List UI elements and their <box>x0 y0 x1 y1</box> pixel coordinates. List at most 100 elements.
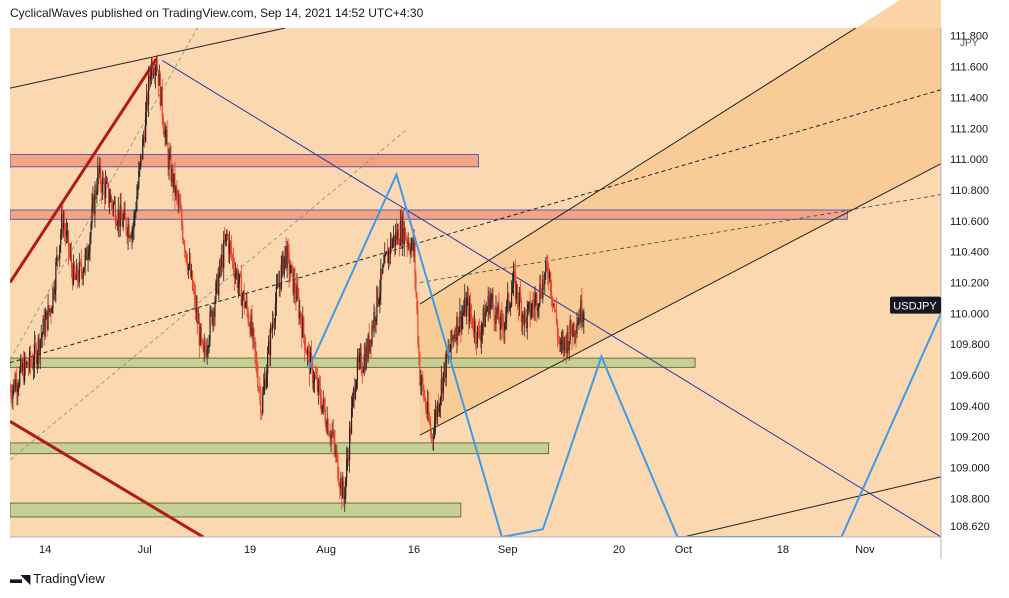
candle-body <box>106 181 109 184</box>
candle-body <box>534 298 536 308</box>
candle-body <box>273 321 276 324</box>
candle-body <box>380 268 382 293</box>
candle-body <box>62 213 64 229</box>
candle-body <box>456 316 458 341</box>
candle-body <box>68 251 71 254</box>
candle-body <box>46 311 48 330</box>
candle-body <box>181 210 183 226</box>
candle-body <box>54 289 56 295</box>
candle-body <box>497 304 499 315</box>
dashed-fan-line-lower[interactable] <box>10 127 409 461</box>
candle-body <box>378 299 380 305</box>
symbol-badge[interactable] <box>890 296 941 314</box>
candle-body <box>563 336 565 352</box>
y-tick-label: 110.600 <box>950 216 989 228</box>
candle-body <box>300 312 302 323</box>
candle-body <box>462 313 464 316</box>
candle-body <box>261 412 263 414</box>
candle-body <box>282 254 284 274</box>
candle-body <box>247 310 249 323</box>
candle-body <box>183 240 185 244</box>
candle-body <box>495 307 497 324</box>
candle-body <box>397 229 400 245</box>
candle-body <box>142 138 144 160</box>
candle-body <box>129 236 131 238</box>
support-zone[interactable] <box>10 357 696 368</box>
candle-body <box>414 242 416 276</box>
support-zone[interactable] <box>10 502 462 518</box>
candle-body <box>452 336 454 340</box>
candle-body <box>448 350 450 353</box>
candle-body <box>133 215 135 230</box>
candle-body <box>214 301 216 317</box>
zigzag-projection-line[interactable] <box>307 171 941 537</box>
candle-body <box>258 388 260 390</box>
candle-body <box>468 297 470 322</box>
low-trend-line[interactable] <box>683 476 941 537</box>
candle-body <box>154 67 157 76</box>
candle-body <box>411 239 413 246</box>
candle-body <box>561 339 563 343</box>
candle-body <box>548 275 550 279</box>
candle-body <box>560 342 562 344</box>
candle-body <box>418 343 420 354</box>
candle-body <box>580 300 582 323</box>
dashed-fan-line-upper[interactable] <box>10 28 198 360</box>
candle-body <box>107 183 110 203</box>
candle-body <box>467 297 469 301</box>
y-tick-label: 111.800 <box>950 31 988 43</box>
candle-body <box>571 332 573 337</box>
candle-body <box>421 377 423 383</box>
candle-body <box>163 127 165 137</box>
candle-body <box>431 435 434 438</box>
tradingview-footer[interactable]: ▬◥ TradingView <box>10 571 105 586</box>
top-trend-line[interactable] <box>10 28 286 89</box>
candle-body <box>10 390 12 397</box>
candle-body <box>263 386 265 394</box>
candle-body <box>27 367 30 369</box>
candle-body <box>556 323 559 337</box>
major-downtrend-line[interactable] <box>10 420 204 537</box>
channel-mid-dashed-line[interactable] <box>10 89 941 364</box>
channel-upper-line[interactable] <box>419 0 941 305</box>
candle-body <box>386 251 388 254</box>
candle-body <box>355 380 358 388</box>
candle-body <box>285 246 287 269</box>
candle-body <box>32 365 35 368</box>
candle-body <box>138 170 140 187</box>
candle-body <box>480 331 482 341</box>
candle-body <box>479 336 481 341</box>
candle-body <box>305 350 307 352</box>
candle-body <box>488 295 490 315</box>
candle-body <box>530 312 532 318</box>
candle-body <box>57 255 59 259</box>
support-zone[interactable] <box>10 442 550 455</box>
candle-body <box>268 341 270 354</box>
candle-body <box>199 326 201 346</box>
candle-body <box>76 265 78 280</box>
candle-body <box>52 287 54 309</box>
candle-body <box>195 307 197 313</box>
candle-body <box>390 238 393 249</box>
resistance-zone[interactable] <box>10 154 479 168</box>
candle-body <box>146 94 148 113</box>
resistance-zone[interactable] <box>10 209 848 220</box>
candle-body <box>315 377 318 379</box>
channel-lower-line[interactable] <box>419 163 941 436</box>
candle-body <box>254 337 256 352</box>
candle-body <box>118 210 120 227</box>
major-uptrend-line[interactable] <box>10 58 158 284</box>
candle-body <box>555 310 558 324</box>
candle-body <box>549 272 551 279</box>
candle-body <box>441 379 443 394</box>
candle-body <box>237 283 239 288</box>
candle-body <box>225 234 227 242</box>
candle-body <box>478 329 481 337</box>
candle-body <box>308 349 310 352</box>
candle-body <box>270 327 273 330</box>
candle-body <box>160 86 162 106</box>
candle-body <box>349 428 351 461</box>
candle-body <box>504 323 506 332</box>
candle-body <box>115 223 117 225</box>
